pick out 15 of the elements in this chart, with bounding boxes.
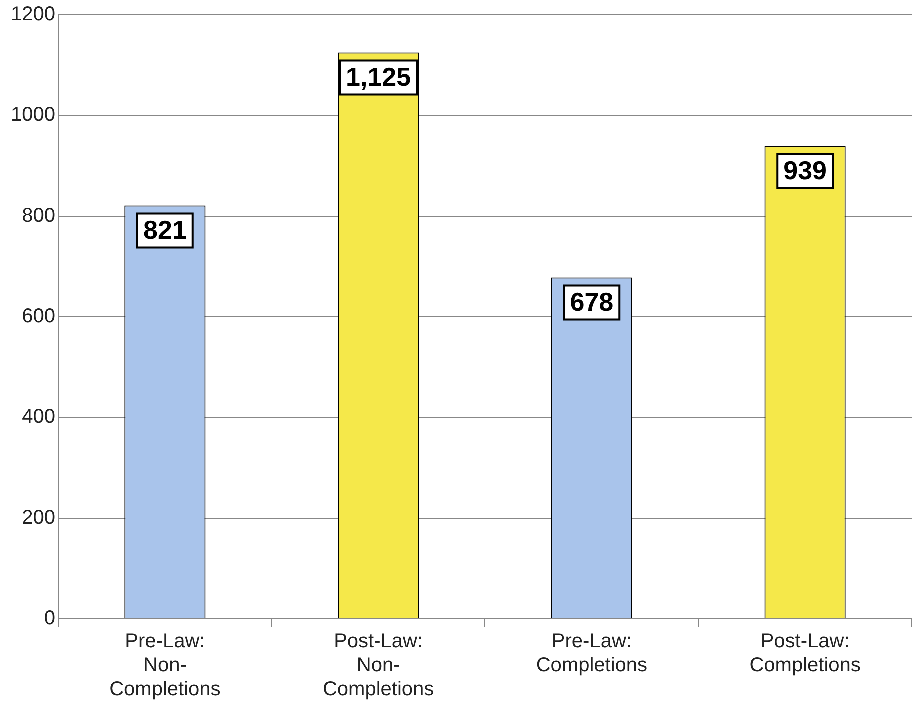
y-tick-label: 1200 — [10, 4, 56, 26]
data-label: 678 — [570, 286, 614, 317]
data-label: 821 — [143, 214, 187, 245]
y-tick-label: 800 — [22, 204, 56, 227]
y-tick-label: 1000 — [10, 104, 56, 126]
data-label: 1,125 — [346, 62, 412, 92]
y-tick-label: 200 — [22, 506, 56, 529]
y-tick-label: 0 — [44, 608, 56, 630]
x-tick-label: Post-Law: Completions — [750, 630, 861, 677]
y-tick-label: 400 — [22, 406, 56, 428]
x-tick-label: Pre-Law: Completions — [536, 630, 648, 677]
x-tick-label: Pre-Law: Non- Completions — [110, 630, 221, 701]
y-tick-label: 600 — [22, 306, 56, 328]
data-label: 939 — [784, 156, 828, 186]
x-tick-label: Post-Law: Non- Completions — [322, 630, 434, 701]
